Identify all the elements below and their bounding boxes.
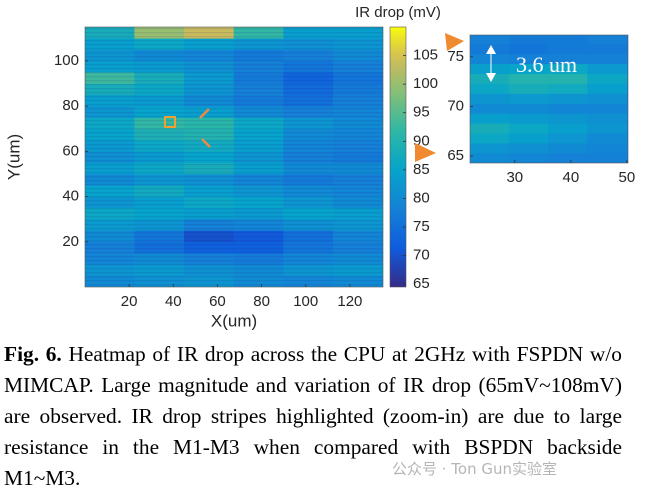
heatmap-cell: [508, 73, 549, 84]
heatmap-cell: [508, 63, 549, 74]
y-tick-label: 75: [447, 48, 464, 65]
y-tick-label: 70: [447, 97, 464, 114]
heatmap-cell: [548, 142, 588, 154]
y-tick-label: 20: [62, 233, 79, 250]
colorbar-tick-label: 85: [413, 161, 430, 178]
colorbar: [389, 26, 407, 288]
colorbar-tick-label: 75: [413, 218, 430, 235]
colorbar-tick-label: 80: [413, 189, 430, 206]
x-tick-label: 20: [121, 293, 138, 310]
heatmap-cell: [470, 123, 510, 134]
heatmap-cell: [470, 53, 510, 65]
heatmap-cell: [587, 123, 628, 134]
heatmap-cell: [548, 132, 588, 144]
heatmap-cell: [470, 142, 510, 154]
heatmap-cell: [508, 93, 549, 104]
heatmap-cell: [548, 63, 588, 74]
inset-annotation: 3.6 um: [516, 52, 577, 77]
heatmap-cell: [470, 113, 510, 124]
heatmap-cell: [587, 73, 628, 84]
heatmap-cell: [470, 152, 510, 163]
colorbar-tick-label: 100: [413, 75, 438, 92]
colorbar-tick-label: 70: [413, 247, 430, 264]
y-tick-label: 80: [62, 97, 79, 114]
figure: 20 40 60 80 100 12020406080100657075808590951…: [4, 4, 636, 331]
axes: 20 40 60 80 100 12020406080100657075808590951…: [54, 26, 636, 310]
heatmap-cell: [548, 93, 588, 104]
x-tick-label: 80: [253, 293, 270, 310]
x-tick-label: 40: [563, 169, 580, 186]
caption-label: Fig. 6.: [4, 342, 62, 366]
heatmap-cell: [508, 132, 549, 144]
colorbar-label: IR drop (mV): [355, 4, 441, 21]
heatmap-cell: [587, 132, 628, 144]
heatmap-cell: [587, 83, 628, 94]
highlight-dash: [201, 138, 211, 148]
stripe-texture: [85, 27, 383, 287]
heatmap-cell: [508, 142, 549, 154]
heatmap-cell: [587, 152, 628, 163]
heatmap-cell: [508, 83, 549, 94]
heatmap-cell: [470, 132, 510, 144]
heatmap-cell: [508, 35, 549, 45]
heatmap-cell: [508, 113, 549, 124]
heatmap-cell: [508, 123, 549, 134]
heatmap-cell: [548, 123, 588, 134]
heatmap-cell: [548, 43, 588, 55]
heatmap-cell: [548, 73, 588, 84]
heatmap-cell: [587, 53, 628, 65]
y-tick-label: 100: [54, 52, 79, 69]
heatmap-cell: [587, 63, 628, 74]
heatmap-cell: [548, 113, 588, 124]
heatmap-cell: [470, 83, 510, 94]
heatmap-cell: [548, 53, 588, 65]
heatmap-cell: [508, 152, 549, 163]
highlight-box: [164, 116, 176, 128]
caption: Fig. 6. Heatmap of IR drop across the CP…: [4, 339, 622, 494]
y-tick-label: 65: [447, 147, 464, 164]
heatmap-cell: [470, 35, 510, 45]
x-tick-label: 50: [619, 169, 636, 186]
y-axis-label: Y(um): [4, 134, 23, 180]
heatmap-cell: [470, 103, 510, 114]
heatmap-cell: [587, 43, 628, 55]
plot-frame: [84, 26, 384, 288]
y-tick-label: 40: [62, 188, 79, 205]
x-tick-label: 40: [165, 293, 182, 310]
colorbar-tick-label: 65: [413, 275, 430, 292]
x-tick-label: 100: [293, 293, 318, 310]
caption-text: Heatmap of IR drop across the CPU at 2GH…: [4, 342, 622, 490]
heatmap-cell: [548, 103, 588, 114]
x-tick-label: 60: [209, 293, 226, 310]
zoom-pointer: [445, 33, 464, 51]
arrow-down: [486, 73, 496, 82]
x-tick-label: 30: [506, 169, 523, 186]
heatmap-cell: [508, 103, 549, 114]
heatmap-cell: [587, 113, 628, 124]
heatmap-cell: [508, 53, 549, 65]
x-tick-label: 120: [337, 293, 362, 310]
x-axis-label: X(um): [211, 311, 257, 330]
zoom-pointer: [415, 143, 436, 162]
heatmap-cell: [587, 103, 628, 114]
arrow-up: [486, 45, 496, 54]
y-tick-label: 60: [62, 142, 79, 159]
watermark: 公众号 · Ton Gun实验室: [392, 460, 558, 478]
heatmap-cell: [548, 35, 588, 45]
heatmap-cell: [508, 43, 549, 55]
heatmap-cell: [470, 63, 510, 74]
plot-frame: [469, 34, 629, 164]
colorbar-tick-label: 95: [413, 104, 430, 121]
heatmap-cell: [587, 93, 628, 104]
highlight-dash: [199, 108, 210, 119]
heatmap-cell: [470, 93, 510, 104]
colorbar-tick-label: 105: [413, 47, 438, 64]
heatmap-cell: [548, 152, 588, 163]
heatmap-cell: [548, 83, 588, 94]
inset-heatmap: [470, 35, 628, 163]
heatmap-cell: [587, 35, 628, 45]
heatmap-cell: [587, 142, 628, 154]
